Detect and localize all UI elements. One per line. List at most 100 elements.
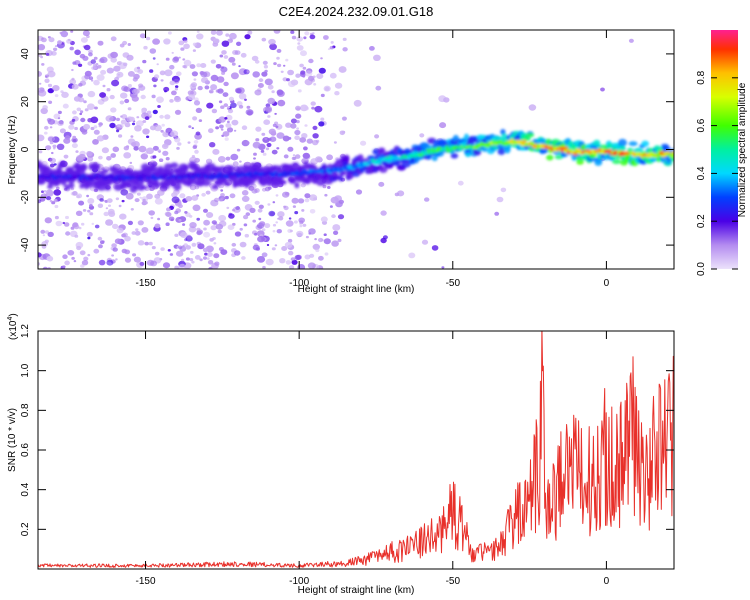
spectrogram-noise-speck bbox=[438, 95, 447, 103]
spectrogram-noise-speck bbox=[243, 214, 249, 220]
spectrogram-ridge-core bbox=[164, 173, 170, 177]
spectrogram-noise-speck bbox=[71, 68, 74, 72]
spectrogram-noise-speck bbox=[86, 194, 89, 198]
spectrogram-noise-speck bbox=[82, 30, 90, 37]
spectrogram-ridge-blob bbox=[450, 153, 459, 159]
spectrogram-ridge-blob bbox=[612, 159, 621, 165]
spectrogram-noise-speck bbox=[210, 199, 219, 207]
spectrogram-noise-speck bbox=[457, 180, 464, 186]
spectrogram-noise-speck bbox=[324, 193, 328, 197]
spectrogram-noise-speck bbox=[114, 238, 122, 244]
spectrogram-noise-speck bbox=[146, 135, 150, 139]
spectrogram-noise-speck bbox=[192, 42, 197, 46]
spectrogram-noise-speck bbox=[355, 189, 363, 195]
spectrogram-noise-speck bbox=[159, 114, 164, 119]
spectrogram-noise-speck bbox=[291, 35, 297, 40]
spectrogram-ridge-core bbox=[346, 168, 351, 171]
spectrogram-noise-speck bbox=[124, 122, 131, 128]
spectrogram-noise-speck bbox=[261, 252, 268, 258]
spectrogram-noise-speck bbox=[53, 189, 61, 196]
spectrogram-noise-speck bbox=[203, 219, 211, 226]
spectrogram-noise-speck bbox=[44, 131, 48, 135]
spectrogram-noise-speck bbox=[62, 221, 66, 225]
spectrogram-noise-speck bbox=[191, 127, 194, 130]
spectrogram-noise-speck bbox=[54, 215, 59, 220]
spectrogram-noise-speck bbox=[408, 252, 416, 259]
spectrogram-ridge-core bbox=[458, 147, 463, 151]
spectrogram-noise-speck bbox=[244, 98, 247, 102]
spectrogram-ridge-blob bbox=[173, 182, 182, 191]
spectrogram-noise-speck bbox=[54, 204, 59, 209]
spectrogram-noise-speck bbox=[419, 133, 425, 138]
spectrogram-noise-speck bbox=[231, 62, 236, 66]
spectrogram-noise-speck bbox=[45, 145, 52, 151]
spectrogram-noise-speck bbox=[102, 240, 105, 243]
spectrogram-noise-speck bbox=[83, 123, 91, 130]
snr-y-tick-label: 0.8 bbox=[20, 403, 31, 417]
spectrogram-noise-speck bbox=[159, 70, 166, 76]
spectrogram-noise-speck bbox=[148, 241, 153, 246]
spectrogram-noise-speck bbox=[144, 116, 150, 120]
spectrogram-noise-speck bbox=[261, 71, 268, 77]
spectrogram-noise-speck bbox=[149, 69, 154, 73]
spectrogram-noise-speck bbox=[133, 146, 139, 151]
spectrogram-noise-speck bbox=[169, 99, 174, 103]
spectrogram-noise-speck bbox=[211, 220, 217, 225]
spectrogram-noise-speck bbox=[52, 85, 60, 92]
spectrogram-noise-speck bbox=[283, 205, 287, 208]
spectrogram-noise-speck bbox=[93, 125, 98, 129]
spectrogram-noise-speck bbox=[69, 230, 78, 237]
spectrogram-noise-speck bbox=[296, 127, 299, 130]
spectrogram-noise-speck bbox=[214, 261, 220, 266]
spectrogram-noise-speck bbox=[234, 231, 242, 237]
spectrogram-noise-speck bbox=[208, 128, 214, 134]
spectrogram-noise-speck bbox=[49, 163, 55, 168]
spectrogram-noise-speck bbox=[178, 263, 187, 269]
spectrogram-noise-speck bbox=[303, 146, 308, 151]
snr-multiplier-text: (x104) bbox=[7, 313, 19, 340]
spectrogram-noise-speck bbox=[180, 47, 185, 51]
spectrogram-noise-speck bbox=[51, 51, 57, 56]
spectrogram-noise-speck bbox=[231, 242, 237, 247]
spectrogram-noise-speck bbox=[225, 156, 231, 161]
spectrogram-noise-speck bbox=[127, 220, 133, 226]
spectrogram-ridge-core bbox=[392, 158, 396, 162]
spectrogram-noise-speck bbox=[129, 161, 133, 164]
spectrogram-noise-speck bbox=[81, 222, 85, 226]
spectrogram-noise-speck bbox=[269, 43, 277, 51]
spectrogram-noise-speck bbox=[297, 264, 306, 269]
spectrogram-noise-speck bbox=[281, 246, 288, 251]
spectrogram-noise-speck bbox=[225, 123, 232, 128]
spectrogram-noise-speck bbox=[232, 161, 239, 167]
spectrogram-noise-speck bbox=[120, 189, 129, 196]
spectrogram-noise-speck bbox=[79, 112, 83, 116]
spectrogram-noise-speck bbox=[338, 199, 344, 204]
spectrogram-noise-speck bbox=[192, 204, 201, 212]
spectrogram-noise-speck bbox=[89, 204, 93, 208]
spectrogram-noise-speck bbox=[218, 214, 227, 222]
spectrogram-noise-speck bbox=[197, 85, 203, 91]
spectrogram-noise-speck bbox=[87, 103, 95, 110]
spectrogram-noise-speck bbox=[308, 58, 314, 64]
snr-y-tick-label: 1.0 bbox=[20, 363, 31, 377]
spectrogram-noise-speck bbox=[206, 212, 214, 218]
spectrogram-noise-speck bbox=[88, 52, 93, 57]
spectrogram-noise-speck bbox=[300, 70, 306, 75]
spectrogram-noise-speck bbox=[53, 47, 58, 51]
spectrogram-noise-speck bbox=[219, 54, 224, 58]
spectrogram-noise-speck bbox=[38, 53, 42, 57]
spectrogram-noise-speck bbox=[312, 133, 319, 139]
spectrogram-noise-speck bbox=[38, 134, 45, 142]
spectrogram-noise-speck bbox=[121, 199, 125, 203]
spectrogram-noise-speck bbox=[205, 190, 211, 195]
spectrogram-noise-speck bbox=[116, 117, 120, 122]
spectrogram-noise-speck bbox=[273, 62, 277, 66]
spectrogram-noise-speck bbox=[164, 211, 170, 217]
spectrogram-noise-speck bbox=[132, 253, 137, 257]
spectrogram-noise-speck bbox=[109, 94, 115, 100]
spectrogram-noise-speck bbox=[194, 149, 199, 154]
spectrogram-noise-speck bbox=[334, 82, 343, 89]
spectrogram-noise-speck bbox=[131, 95, 139, 102]
spectrogram-noise-speck bbox=[38, 199, 42, 204]
spectrogram-ridge-core bbox=[521, 140, 527, 143]
